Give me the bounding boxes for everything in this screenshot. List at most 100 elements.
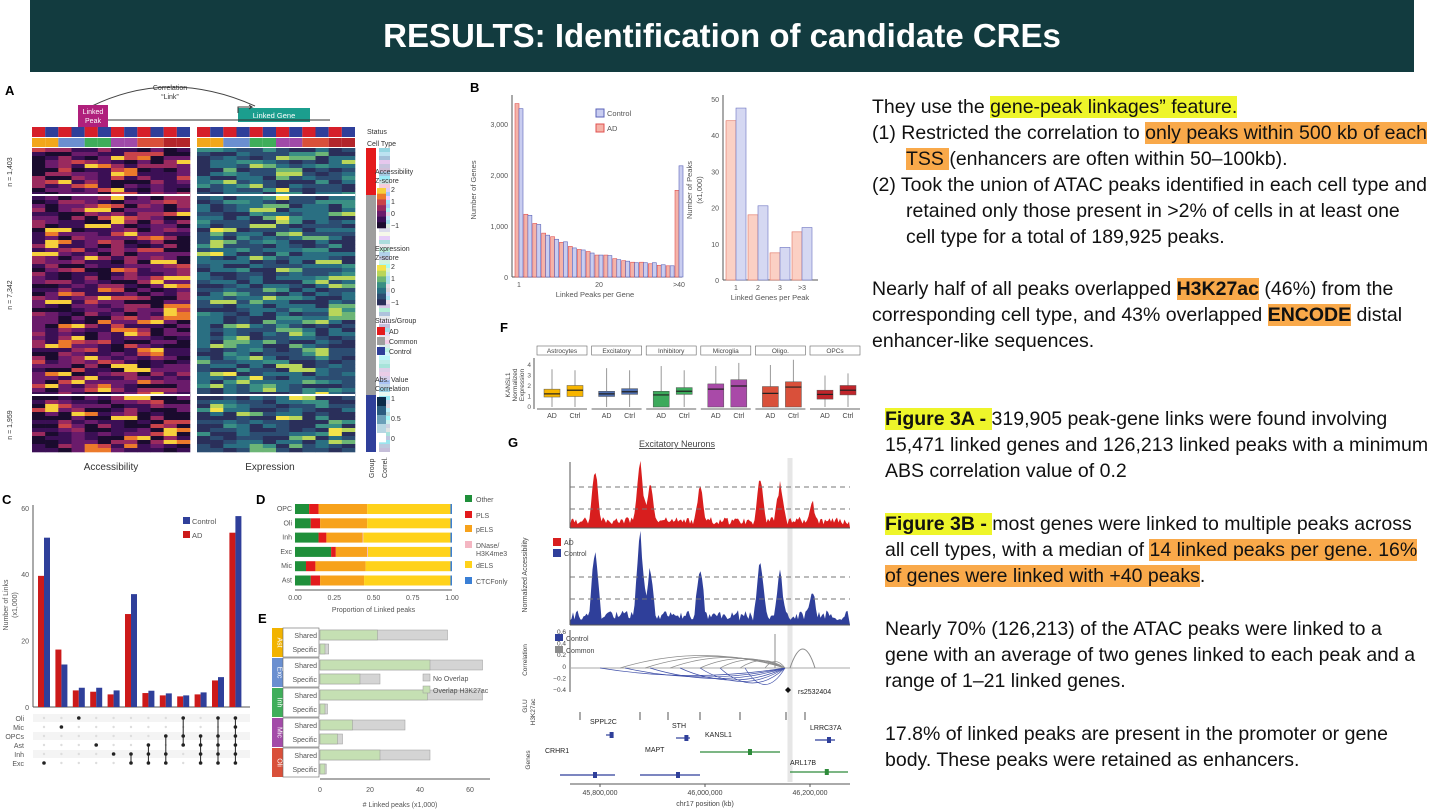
heatmap-cell	[71, 436, 85, 441]
heatmap-cell	[45, 444, 59, 449]
heatmap-cell	[176, 252, 191, 257]
legend-swatch	[595, 108, 605, 118]
heatmap-cell	[210, 260, 224, 265]
heatmap-cell	[328, 268, 343, 273]
heatmap-cell	[302, 312, 316, 317]
segment-pls	[310, 575, 321, 586]
x-tick-label: AD	[602, 413, 612, 420]
heatmap-cell	[249, 432, 264, 437]
heatmap-cell	[58, 396, 72, 401]
heatmap-cell	[341, 336, 356, 341]
heatmap-cell	[262, 400, 277, 405]
heatmap-cell	[262, 164, 277, 169]
heatmap-cell	[262, 364, 277, 369]
corr-arc-control	[744, 667, 786, 685]
heatmap-cell	[210, 240, 224, 245]
heatmap-cell	[32, 408, 46, 413]
heatmap-cell	[262, 256, 277, 261]
heatmap-cell	[276, 364, 290, 369]
bar-control	[44, 537, 50, 707]
heatmap-cell	[197, 272, 211, 277]
heatmap-cell	[32, 204, 46, 209]
heatmap-cell	[124, 328, 138, 333]
title-bar: RESULTS: Identification of candidate CRE…	[30, 0, 1414, 72]
heatmap-cell	[236, 308, 250, 313]
heatmap-cell	[210, 252, 224, 257]
heatmap-cell	[302, 280, 316, 285]
heatmap-cell	[289, 312, 303, 317]
heatmap-cell	[302, 164, 316, 169]
heatmap-cell	[124, 152, 138, 157]
heatmap-cell	[84, 336, 99, 341]
heatmap-cell	[97, 296, 112, 301]
heatmap-cell	[84, 368, 99, 373]
heatmap-cell	[223, 396, 237, 401]
heatmap-cell	[315, 152, 329, 157]
heatmap-cell	[328, 444, 343, 449]
heatmap-cell	[223, 300, 237, 305]
heatmap-cell	[197, 360, 211, 365]
heatmap-cell	[328, 236, 343, 241]
heatmap-cell	[163, 412, 178, 417]
heatmap-cell	[84, 276, 99, 281]
heatmap-cell	[236, 152, 250, 157]
matrix-dot	[146, 761, 151, 765]
heatmap-cell	[163, 332, 178, 337]
heatmap-cell	[124, 300, 138, 305]
heatmap-cell	[150, 364, 164, 369]
correl-cell	[379, 152, 390, 156]
heatmap-cell	[302, 216, 316, 221]
heatmap-cell	[163, 356, 178, 361]
x-tick-label: AD	[820, 413, 830, 420]
correl-cell	[379, 308, 390, 312]
heatmap-cell	[236, 184, 250, 189]
heatmap-cell	[276, 260, 290, 265]
heatmap-cell	[236, 220, 250, 225]
heatmap-cell	[328, 228, 343, 233]
heatmap-cell	[137, 312, 151, 317]
snp-label: rs2532404	[798, 689, 831, 696]
heatmap-cell	[210, 404, 224, 409]
heatmap-cell	[249, 204, 264, 209]
heatmap-cell	[276, 148, 290, 153]
matrix-dot	[129, 761, 133, 765]
text: They use the	[872, 96, 991, 118]
heatmap-cell	[315, 448, 329, 453]
heatmap-cell	[32, 184, 46, 189]
heatmap-cell	[32, 428, 46, 433]
heatmap-cell	[163, 184, 178, 189]
heatmap-cell	[249, 256, 264, 261]
heatmap-cell	[32, 332, 46, 337]
heatmap-cell	[289, 276, 303, 281]
heatmap-cell	[276, 308, 290, 313]
heatmap-cell	[328, 336, 343, 341]
heatmap-cell	[111, 156, 125, 161]
matrix-dot-empty	[112, 716, 115, 720]
status-cell	[315, 127, 329, 137]
heatmap-cell	[276, 432, 290, 437]
panel-letter: B	[470, 80, 479, 95]
heatmap-cell	[111, 416, 125, 421]
heatmap-cell	[223, 308, 237, 313]
heatmap-cell	[58, 216, 72, 221]
heatmap-cell	[71, 252, 85, 257]
facet-label: OPCs	[826, 348, 844, 355]
heatmap-cell	[150, 292, 164, 297]
heatmap-cell	[302, 296, 316, 301]
heatmap-cell	[111, 260, 125, 265]
heatmap-cell	[124, 296, 138, 301]
highlight: H3K27ac	[1176, 278, 1259, 300]
correl-cell	[379, 180, 390, 184]
heatmap-cell	[223, 420, 237, 425]
legend-corr-title: Correlation	[375, 386, 409, 393]
heatmap-cell	[302, 396, 316, 401]
heatmap-cell	[262, 252, 277, 257]
heatmap-cell	[163, 168, 178, 173]
corr-arc-control	[719, 667, 786, 684]
heatmap-cell	[150, 180, 164, 185]
legend-swatch	[465, 541, 472, 548]
heatmap-cell	[150, 272, 164, 277]
heatmap-cell	[97, 252, 112, 257]
heatmap-cell	[210, 208, 224, 213]
